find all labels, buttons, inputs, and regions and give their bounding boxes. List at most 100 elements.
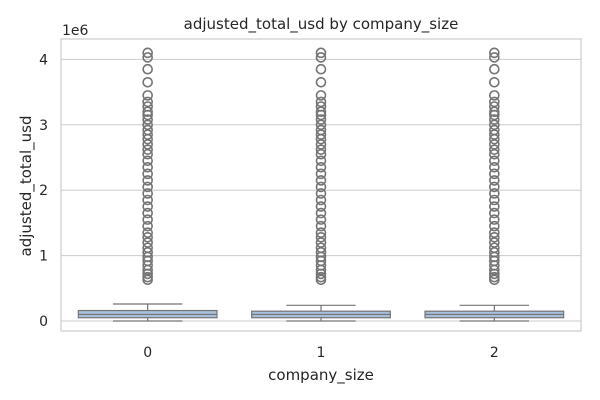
outlier-point [315, 231, 327, 243]
outlier-point [489, 227, 500, 239]
outlier-point [315, 114, 327, 125]
outlier-point [142, 214, 153, 225]
y-tick-label: 1 [39, 249, 48, 265]
y-axis-label: adjusted_total_usd [17, 116, 36, 257]
outlier-point [142, 162, 153, 173]
outlier-point [142, 144, 153, 155]
outlier-point [142, 201, 153, 212]
outlier-point [142, 188, 153, 199]
x-tick-label: 0 [143, 345, 152, 361]
outlier-point [315, 220, 327, 232]
outlier-point [315, 271, 327, 283]
outlier-point [315, 181, 327, 193]
outlier-point [315, 119, 327, 131]
outlier-point [489, 106, 500, 118]
outlier-point [142, 231, 153, 243]
y-axis-offset-label: 1e6 [62, 23, 89, 39]
outlier-point [142, 96, 153, 108]
outlier-point [489, 168, 500, 180]
outlier-point [315, 144, 327, 155]
outlier-point [142, 106, 153, 118]
x-tick-label: 1 [317, 345, 326, 361]
outlier-point [315, 168, 327, 180]
outlier-point [489, 207, 500, 219]
outlier-point [315, 76, 327, 88]
outlier-point [489, 162, 500, 173]
box-0 [77, 47, 218, 322]
outlier-point [315, 47, 327, 59]
outlier-point [489, 271, 500, 283]
outlier-point [142, 194, 153, 206]
outlier-point [315, 139, 327, 150]
outlier-point [142, 124, 153, 136]
outlier-point [142, 207, 153, 219]
outlier-point [489, 144, 500, 155]
outlier-point [142, 139, 153, 150]
box-2 [424, 47, 565, 322]
box-1 [251, 47, 391, 322]
y-tick-label: 4 [39, 52, 48, 68]
outlier-point [315, 237, 327, 248]
y-tick-label: 3 [39, 118, 48, 134]
outlier-point [315, 175, 327, 186]
outlier-point [142, 47, 153, 59]
outlier-point [489, 96, 500, 108]
outlier-point [315, 52, 327, 63]
outlier-point [315, 162, 327, 173]
outlier-point [315, 106, 327, 118]
outlier-point [315, 155, 327, 167]
box-series [77, 47, 565, 322]
outlier-point [315, 214, 327, 225]
outlier-point [142, 114, 153, 125]
outlier-point [142, 181, 153, 193]
outlier-point [142, 242, 153, 254]
outlier-point [315, 129, 327, 140]
outlier-point [489, 114, 500, 125]
outlier-point [315, 242, 327, 254]
outlier-point [142, 63, 153, 75]
outlier-point [489, 76, 500, 88]
outlier-point [489, 124, 500, 136]
outlier-point [142, 220, 153, 232]
outlier-point [315, 90, 327, 101]
outlier-point [489, 63, 500, 75]
outlier-point [489, 181, 500, 193]
outlier-point [142, 175, 153, 186]
outlier-point [489, 129, 500, 140]
outlier-point [315, 247, 327, 258]
outlier-point [142, 129, 153, 140]
outlier-point [315, 207, 327, 219]
x-tick-label: 2 [490, 345, 499, 361]
outlier-point [142, 148, 153, 160]
outlier-point [489, 220, 500, 232]
outlier-point [489, 101, 500, 112]
outlier-point [142, 168, 153, 180]
outlier-point [315, 124, 327, 136]
outlier-point [315, 148, 327, 160]
outlier-point [489, 194, 500, 206]
outlier-point [315, 201, 327, 212]
outlier-point [142, 155, 153, 167]
outlier-point [489, 155, 500, 167]
outlier-point [142, 90, 153, 101]
outlier-point [489, 242, 500, 254]
outlier-point [315, 194, 327, 206]
outlier-point [489, 139, 500, 150]
outlier-point [142, 227, 153, 239]
y-tick-label: 0 [39, 314, 48, 330]
y-tick-label: 2 [39, 183, 48, 199]
outlier-point [489, 119, 500, 131]
outlier-point [142, 247, 153, 258]
outlier-point [315, 63, 327, 75]
outlier-point [315, 96, 327, 108]
outlier-point [489, 214, 500, 225]
outlier-point [489, 237, 500, 248]
outlier-point [315, 188, 327, 199]
x-tick-labels: 0 1 2 [143, 345, 499, 361]
outlier-point [142, 271, 153, 283]
outlier-point [489, 52, 500, 63]
outlier-point [489, 175, 500, 186]
outlier-point [489, 188, 500, 199]
x-axis-label: company_size [268, 366, 374, 385]
